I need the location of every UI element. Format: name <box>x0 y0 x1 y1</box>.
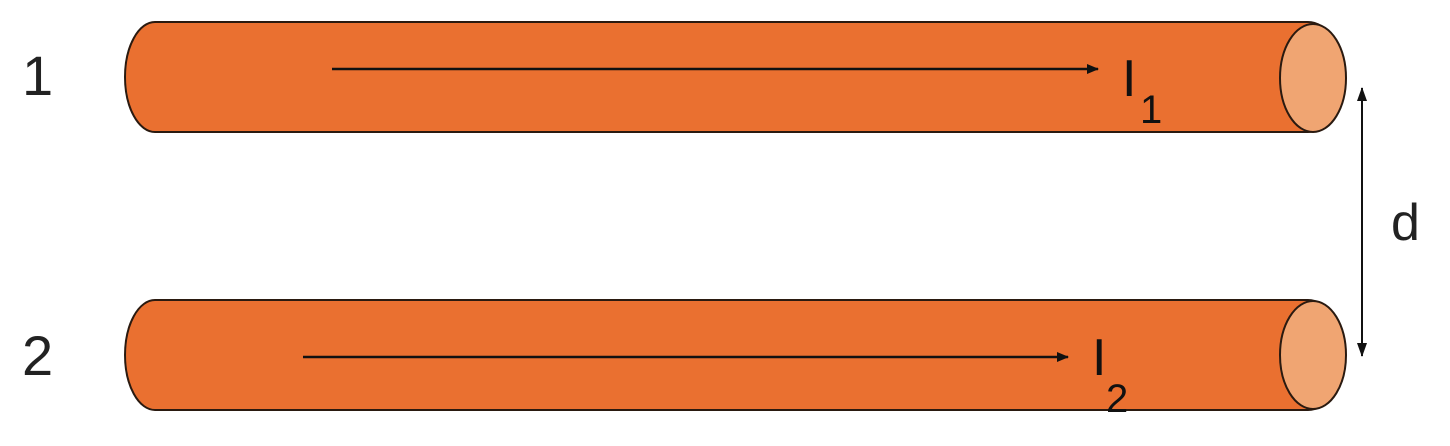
wire-2-body <box>124 299 1344 411</box>
wire-2-end-face <box>1279 300 1347 410</box>
separation-label: d <box>1391 194 1420 252</box>
current-label-2: I <box>1092 329 1106 387</box>
wire-2-number: 2 <box>22 324 53 387</box>
wire-1 <box>124 21 1347 133</box>
current-subscript-2: 2 <box>1106 377 1128 421</box>
current-subscript-1: 1 <box>1140 88 1162 132</box>
wire-1-end-face <box>1279 23 1347 133</box>
wire-2 <box>124 299 1347 411</box>
wire-1-number: 1 <box>22 44 53 107</box>
current-label-1: I <box>1122 50 1136 108</box>
